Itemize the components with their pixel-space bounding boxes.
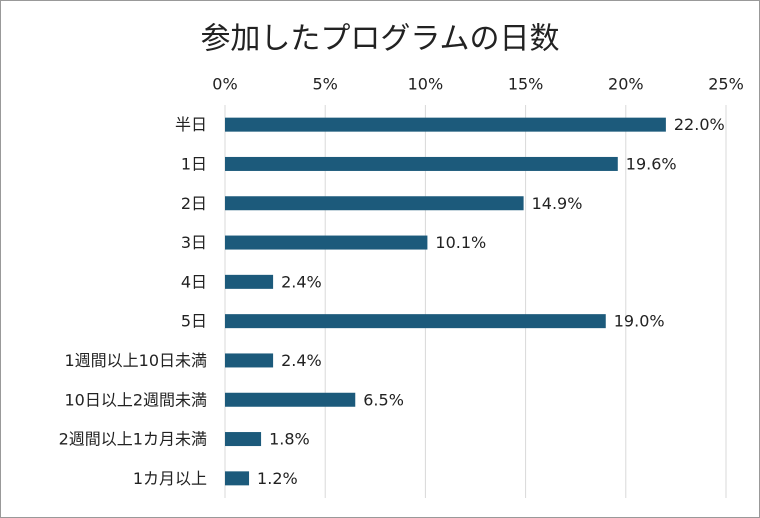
value-label: 2.4% <box>281 351 322 370</box>
bar <box>225 471 250 486</box>
y-tick-label: 1カ月以上 <box>133 469 207 488</box>
y-tick-label: 4日 <box>181 272 207 291</box>
y-tick-label: 5日 <box>181 312 207 331</box>
bar <box>225 314 606 329</box>
bar <box>225 117 666 132</box>
x-tick-label: 5% <box>313 75 338 94</box>
value-label: 14.9% <box>532 194 583 213</box>
value-label: 19.0% <box>614 312 665 331</box>
x-tick-label: 25% <box>708 75 744 94</box>
y-tick-label: 2週間以上1カ月未満 <box>59 430 207 449</box>
value-label: 19.6% <box>626 154 677 173</box>
value-label: 6.5% <box>363 390 404 409</box>
y-tick-label: 1日 <box>181 154 207 173</box>
x-tick-label: 10% <box>408 75 444 94</box>
chart-title: 参加したプログラムの日数 <box>200 22 559 57</box>
bar <box>225 353 274 368</box>
value-label: 1.2% <box>257 469 298 488</box>
y-tick-label: 半日 <box>175 115 207 134</box>
x-tick-label: 15% <box>508 75 544 94</box>
y-tick-label: 1週間以上10日未満 <box>64 351 207 370</box>
bar <box>225 196 524 211</box>
x-tick-label: 20% <box>608 75 644 94</box>
bar <box>225 274 274 289</box>
value-label: 2.4% <box>281 272 322 291</box>
bar <box>225 432 262 447</box>
x-tick-label: 0% <box>212 75 237 94</box>
y-tick-label: 2日 <box>181 194 207 213</box>
value-label: 1.8% <box>269 430 310 449</box>
value-label: 10.1% <box>435 233 486 252</box>
y-tick-label: 3日 <box>181 233 207 252</box>
y-tick-label: 10日以上2週間未満 <box>64 390 207 409</box>
bar <box>225 156 618 171</box>
bar <box>225 235 428 250</box>
bar <box>225 392 356 407</box>
value-label: 22.0% <box>674 115 725 134</box>
